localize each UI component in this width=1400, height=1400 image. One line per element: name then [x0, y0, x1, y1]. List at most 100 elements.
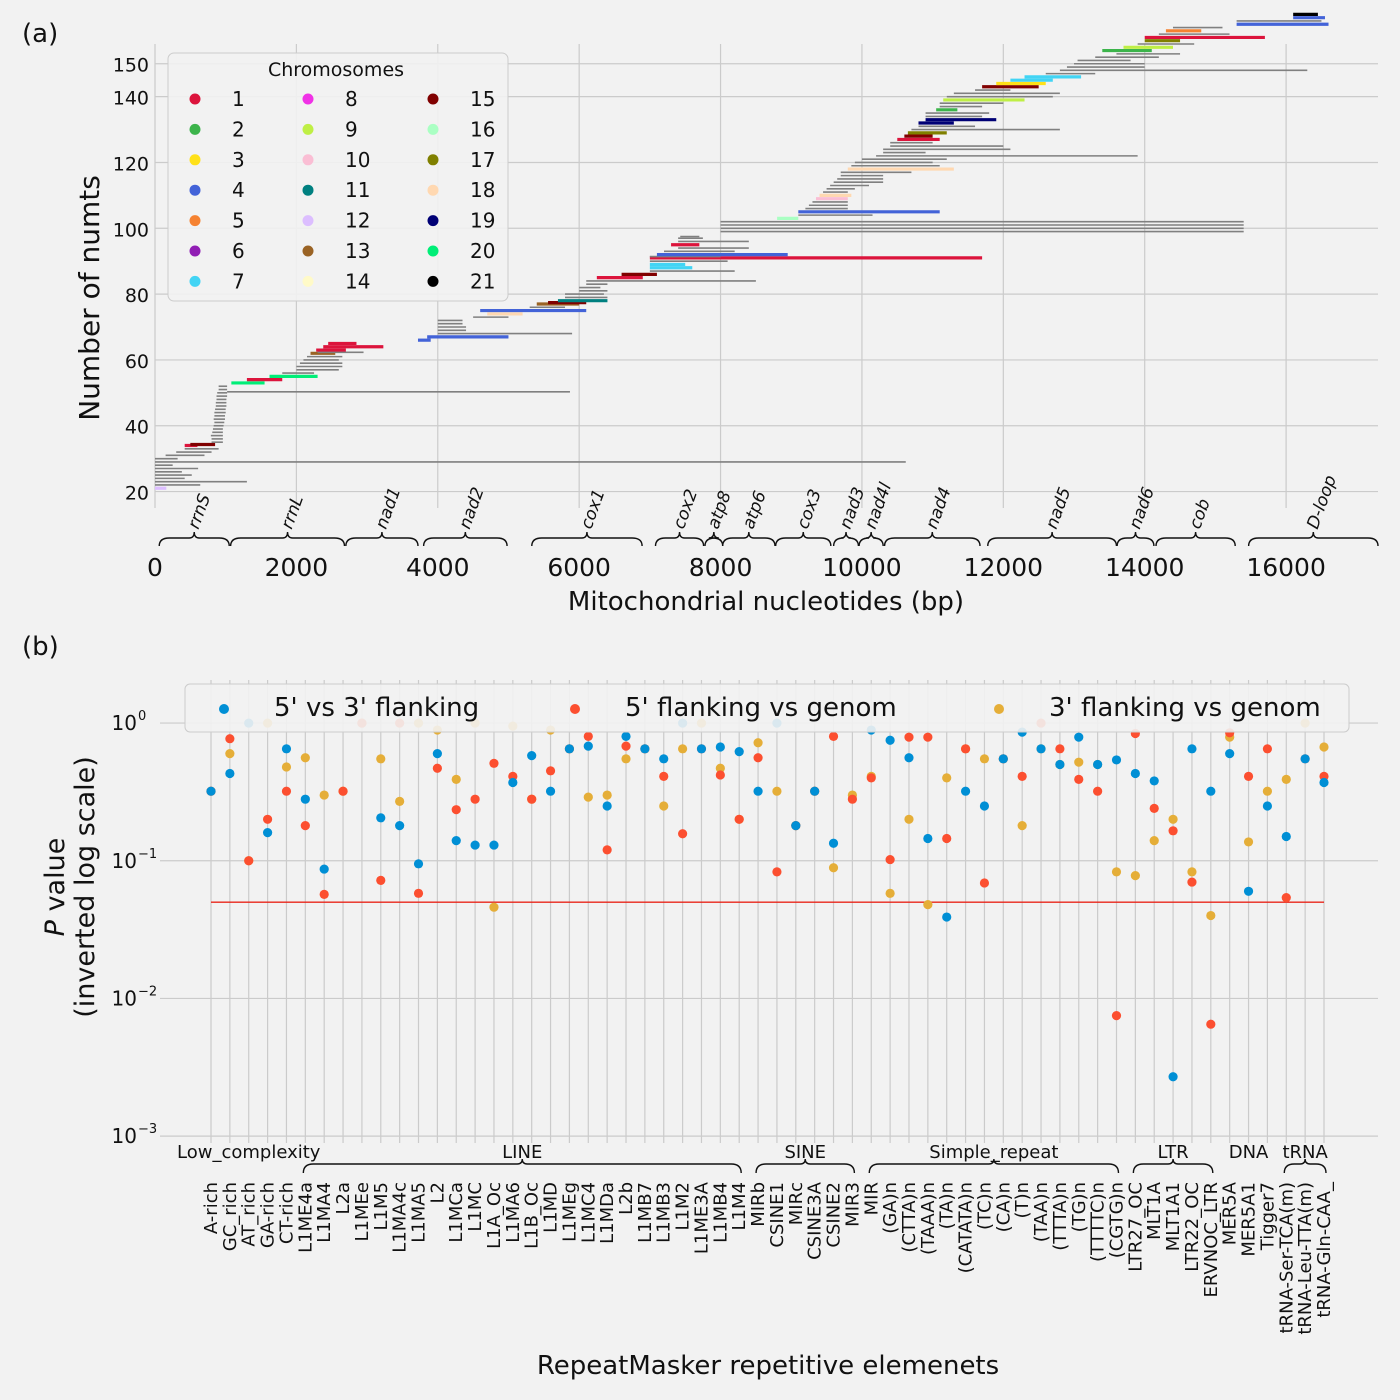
- p-value-point: [1281, 831, 1291, 842]
- p-value-point: [942, 773, 952, 783]
- p-value-point: [621, 754, 631, 764]
- y-tick-label: 10: [112, 986, 137, 1010]
- legend-label: 21: [470, 269, 495, 293]
- x-tick-label: 2000: [265, 553, 329, 582]
- p-value-point: [772, 786, 782, 796]
- legend-label: 4: [232, 178, 245, 202]
- p-value-points: [206, 718, 1329, 1082]
- p-value-point: [734, 814, 744, 824]
- legend-marker: [427, 245, 439, 257]
- p-value-point: [319, 790, 329, 800]
- repeat-element-labels: A-richGC_richAT_richGA-richCT-richL1ME4a…: [201, 1181, 1335, 1335]
- y-tick-label: 10: [112, 711, 137, 735]
- repeat-element-label: L1MA5: [409, 1182, 430, 1243]
- p-value-point: [979, 878, 990, 888]
- series-legend-label: 5' flanking vs genom: [625, 693, 897, 723]
- repeat-element-label: L1MEe: [352, 1182, 373, 1241]
- group-label: SINE: [784, 1142, 826, 1163]
- gene-brace: [654, 531, 705, 547]
- group-label: DNA: [1229, 1142, 1269, 1163]
- group-brace: [302, 1158, 742, 1174]
- legend-marker: [302, 93, 314, 105]
- legend-marker: [427, 93, 439, 105]
- p-value-point: [583, 792, 593, 802]
- chromosome-legend: Chromosomes 1234567891011121314151617181…: [167, 52, 509, 302]
- p-value-point: [432, 763, 442, 773]
- legend-marker: [427, 275, 439, 287]
- gene-label: cox2: [669, 487, 702, 532]
- x-tick-label: 4000: [406, 553, 470, 582]
- legend-label: 2: [232, 117, 245, 141]
- p-value-point: [602, 845, 612, 855]
- p-value-point: [715, 770, 725, 780]
- p-value-point: [225, 734, 235, 744]
- p-value-point: [1036, 744, 1046, 754]
- x-tick-label: 10000: [822, 553, 902, 582]
- p-value-point: [828, 731, 839, 742]
- p-value-point: [489, 758, 499, 768]
- y-tick-label: 120: [113, 153, 149, 175]
- repeat-element-label: (CATATA)n: [956, 1182, 977, 1273]
- p-value-point: [319, 864, 329, 874]
- legend-label: 14: [345, 269, 370, 293]
- p-value-point: [1093, 786, 1103, 796]
- y-tick-label: 80: [125, 285, 149, 307]
- p-value-point: [1111, 867, 1122, 877]
- numt-segments: [155, 12, 1329, 490]
- gene-brace: [704, 531, 724, 547]
- gene-brace: [422, 531, 508, 547]
- repeat-element-label: MLT1A1: [1163, 1182, 1184, 1251]
- gene-brace: [1247, 531, 1379, 547]
- p-value-point: [1319, 777, 1329, 788]
- legend-label: 12: [345, 209, 370, 233]
- legend-title: Chromosomes: [268, 59, 404, 81]
- p-value-point: [866, 773, 876, 783]
- group-brace: [868, 1158, 1120, 1174]
- gene-brace: [531, 531, 643, 547]
- legend-label: 19: [470, 209, 495, 233]
- p-value-point: [300, 794, 310, 804]
- x-tick-label: 12000: [964, 553, 1044, 582]
- group-brace: [1132, 1158, 1214, 1174]
- repeat-element-label: L1M5: [371, 1182, 392, 1230]
- repeat-element-label: GC_rich: [220, 1182, 241, 1251]
- p-value-point: [527, 751, 537, 761]
- legend-marker: [189, 184, 201, 196]
- p-value-point: [1168, 814, 1178, 824]
- repeat-element-label: L1MA6: [503, 1182, 524, 1243]
- p-value-point: [696, 744, 707, 754]
- p-value-point: [715, 742, 725, 752]
- panel-b-gridlines: [160, 680, 1378, 1143]
- legend-label: 15: [470, 87, 495, 111]
- p-value-point: [828, 838, 839, 848]
- p-value-point: [319, 889, 329, 899]
- gene-brace: [229, 531, 346, 547]
- p-value-point: [715, 763, 725, 773]
- gene-label: cob: [1186, 496, 1215, 532]
- p-value-point: [923, 732, 933, 742]
- p-value-point: [1319, 742, 1329, 752]
- gene-brace: [832, 531, 860, 547]
- p-value-point: [979, 801, 990, 811]
- repeat-class-groups: Low_complexity LINE SINE Simple_repeat LTR DN…: [177, 1142, 1328, 1174]
- gene-label: rrnS: [184, 491, 215, 531]
- p-value-point: [1130, 768, 1140, 779]
- p-value-point: [1111, 1011, 1122, 1021]
- repeat-element-label: L1MCa: [446, 1182, 467, 1243]
- series-legend-marker: [994, 704, 1004, 714]
- p-value-point: [923, 833, 933, 844]
- p-value-point: [376, 875, 386, 885]
- group-label: Low_complexity: [177, 1142, 321, 1163]
- p-value-point: [300, 821, 310, 831]
- p-value-point: [1262, 801, 1273, 811]
- p-value-point: [828, 863, 839, 873]
- p-value-point: [1074, 732, 1084, 742]
- p-value-point: [960, 786, 971, 796]
- repeat-element-label: L1MA4c: [390, 1182, 411, 1253]
- series-legend-entries: 5' vs 3' flanking 5' flanking vs genom 3' …: [219, 693, 1321, 723]
- repeat-element-label: L1MDa: [597, 1182, 618, 1244]
- p-value-point: [942, 912, 952, 922]
- repeat-element-label: L1ME3A: [691, 1181, 712, 1254]
- p-value-point: [734, 747, 744, 757]
